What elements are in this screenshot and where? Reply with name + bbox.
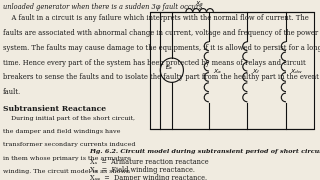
Text: $X_f$: $X_f$: [252, 67, 260, 76]
Text: system. The faults may cause damage to the equipments, if it is allowed to persi: system. The faults may cause damage to t…: [3, 44, 320, 52]
Text: transformer secondary currents induced: transformer secondary currents induced: [3, 142, 136, 147]
Text: $X_a$: $X_a$: [213, 67, 222, 76]
Text: Xᵩ  =  Field winding reactance.: Xᵩ = Field winding reactance.: [90, 166, 195, 174]
Text: fault.: fault.: [3, 88, 21, 96]
Text: $E_a$: $E_a$: [165, 63, 174, 72]
Text: Subtransient Reactance: Subtransient Reactance: [3, 105, 106, 113]
Text: breakers to sense the faults and to isolate the faulty part from the healthy par: breakers to sense the faults and to isol…: [3, 73, 320, 81]
Text: $X_a$: $X_a$: [195, 0, 204, 8]
Text: Xₐᵩ  =  Damper winding reactance.: Xₐᵩ = Damper winding reactance.: [90, 174, 207, 180]
Text: the damper and field windings have: the damper and field windings have: [3, 129, 121, 134]
Text: During initial part of the short circuit,: During initial part of the short circuit…: [3, 116, 135, 121]
Text: unloaded generator when there is a sudden 3φ fault occurs.: unloaded generator when there is a sudde…: [3, 3, 205, 11]
Text: faults are associated with abnormal change in current, voltage and frequency of : faults are associated with abnormal chan…: [3, 29, 318, 37]
Text: winding. The circuit model is as shown: winding. The circuit model is as shown: [3, 169, 130, 174]
Text: Fig. 6.2. Circuit model during subtransient period of short circuit: Fig. 6.2. Circuit model during subtransi…: [90, 148, 320, 154]
Text: A fault in a circuit is any failure which interprets with the normal flow of cur: A fault in a circuit is any failure whic…: [3, 14, 309, 22]
Text: $X_{dw}$: $X_{dw}$: [290, 67, 303, 76]
Text: Xₐ  =  Armature reaction reactance: Xₐ = Armature reaction reactance: [90, 158, 208, 166]
Text: time. Hence every part of the system has been protected by means of relays and c: time. Hence every part of the system has…: [3, 59, 306, 67]
Text: in them whose primary is the armature: in them whose primary is the armature: [3, 156, 131, 161]
